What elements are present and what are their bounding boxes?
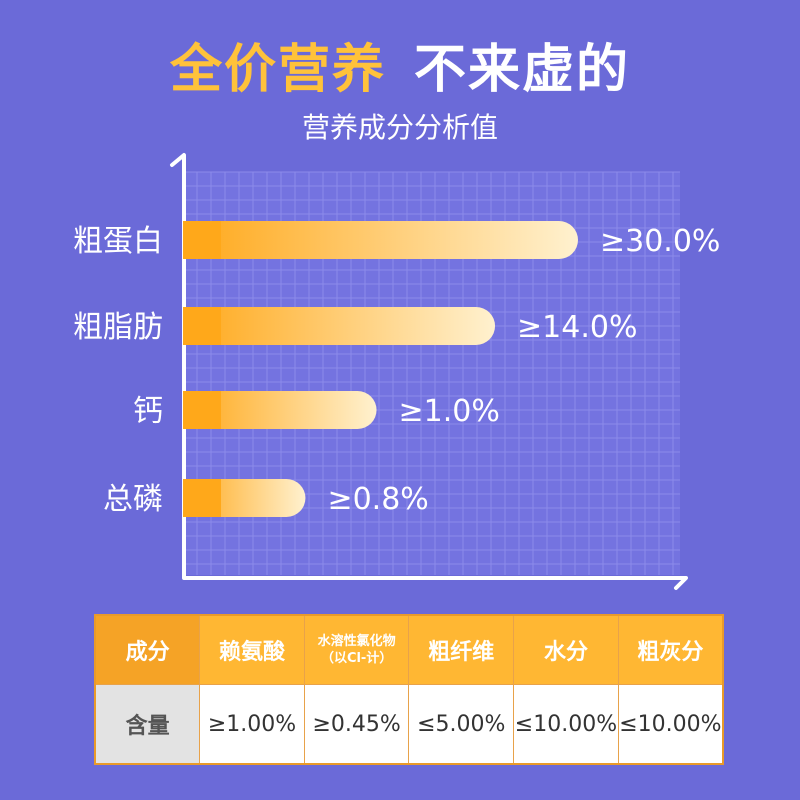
headline-part-1: 全价营养 — [169, 40, 386, 100]
table-cell: ≥1.00% — [199, 684, 305, 765]
table-header-cell: 赖氨酸 — [199, 614, 305, 685]
category-label: 总磷 — [103, 482, 163, 517]
table-cell: ≤10.00% — [513, 684, 619, 765]
bar-base — [183, 479, 221, 517]
headline: 全价营养 不来虚的 — [0, 38, 800, 102]
chart-bars: 粗蛋白 ≥30.0% 粗脂肪 ≥14.0% 钙 ≥1.0% 总磷 ≥0.8% — [73, 221, 720, 517]
bar — [183, 307, 496, 345]
table-cell: ≤5.00% — [408, 684, 515, 765]
category-label: 粗脂肪 — [73, 310, 163, 345]
table-header-line: 水溶性氯化物 — [317, 634, 396, 649]
bar-base — [183, 221, 221, 259]
category-label: 粗蛋白 — [73, 224, 163, 259]
chart-axes — [170, 153, 688, 590]
subtitle: 营养成分分析值 — [301, 111, 498, 144]
bar-base — [183, 307, 221, 345]
value-label: ≥0.8% — [327, 482, 428, 517]
value-label: ≥14.0% — [517, 310, 637, 345]
table-header-row: 成分 赖氨酸 水溶性氯化物 （以Cl-计） 粗纤维 水分 粗灰分 — [94, 614, 724, 685]
table-header-line: （以Cl-计） — [320, 651, 393, 666]
table-header-cell: 粗灰分 — [617, 614, 724, 685]
axis-line — [170, 153, 688, 590]
value-label: ≥1.0% — [399, 394, 500, 429]
table-cell: ≥0.45% — [303, 684, 410, 765]
table-header-cell: 成分 — [94, 614, 201, 685]
nutrition-bar-chart: 粗蛋白 ≥30.0% 粗脂肪 ≥14.0% 钙 ≥1.0% 总磷 ≥0.8% — [73, 153, 720, 590]
table-header-cell: 水溶性氯化物 （以Cl-计） — [303, 614, 410, 685]
bar-base — [183, 391, 221, 429]
table-cell: ≤10.00% — [617, 684, 724, 765]
table-row-label: 含量 — [94, 684, 201, 765]
bar — [183, 221, 578, 259]
table-header-cell: 粗纤维 — [408, 614, 515, 685]
table-row: 含量 ≥1.00% ≥0.45% ≤5.00% ≤10.00% ≤10.00% — [94, 684, 724, 765]
table-header-cell: 水分 — [513, 614, 619, 685]
category-label: 钙 — [133, 394, 163, 429]
composition-table: 成分 赖氨酸 水溶性氯化物 （以Cl-计） 粗纤维 水分 粗灰分 含量 ≥1.0… — [94, 614, 724, 765]
value-label: ≥30.0% — [600, 224, 720, 259]
headline-part-2: 不来虚的 — [414, 40, 631, 100]
bar — [183, 391, 377, 429]
